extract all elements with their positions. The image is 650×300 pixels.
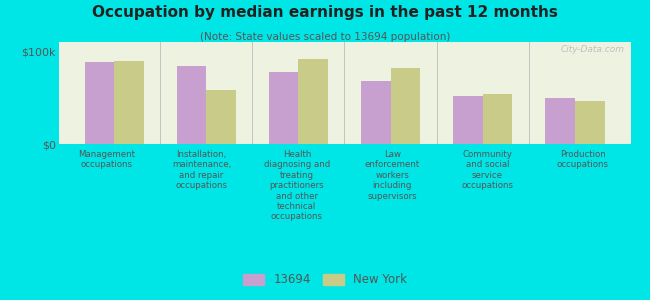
Bar bbox=[453, 96, 483, 144]
Bar bbox=[545, 98, 575, 144]
Bar bbox=[84, 62, 114, 144]
Text: Production
occupations: Production occupations bbox=[557, 150, 609, 170]
Bar bbox=[483, 94, 512, 144]
Bar bbox=[298, 59, 328, 144]
Bar bbox=[391, 68, 420, 144]
Bar bbox=[206, 90, 236, 144]
Bar bbox=[269, 72, 298, 144]
Text: Law
enforcement
workers
including
supervisors: Law enforcement workers including superv… bbox=[365, 150, 420, 201]
Text: Occupation by median earnings in the past 12 months: Occupation by median earnings in the pas… bbox=[92, 4, 558, 20]
Text: Health
diagnosing and
treating
practitioners
and other
technical
occupations: Health diagnosing and treating practitio… bbox=[264, 150, 330, 221]
Bar bbox=[575, 101, 604, 144]
Bar bbox=[361, 81, 391, 144]
Text: Installation,
maintenance,
and repair
occupations: Installation, maintenance, and repair oc… bbox=[172, 150, 231, 190]
Bar bbox=[177, 66, 206, 144]
Text: (Note: State values scaled to 13694 population): (Note: State values scaled to 13694 popu… bbox=[200, 32, 450, 41]
Text: City-Data.com: City-Data.com bbox=[561, 45, 625, 54]
Legend: 13694, New York: 13694, New York bbox=[238, 269, 412, 291]
Text: Management
occupations: Management occupations bbox=[77, 150, 135, 170]
Bar bbox=[114, 61, 144, 144]
Text: Community
and social
service
occupations: Community and social service occupations bbox=[462, 150, 514, 190]
